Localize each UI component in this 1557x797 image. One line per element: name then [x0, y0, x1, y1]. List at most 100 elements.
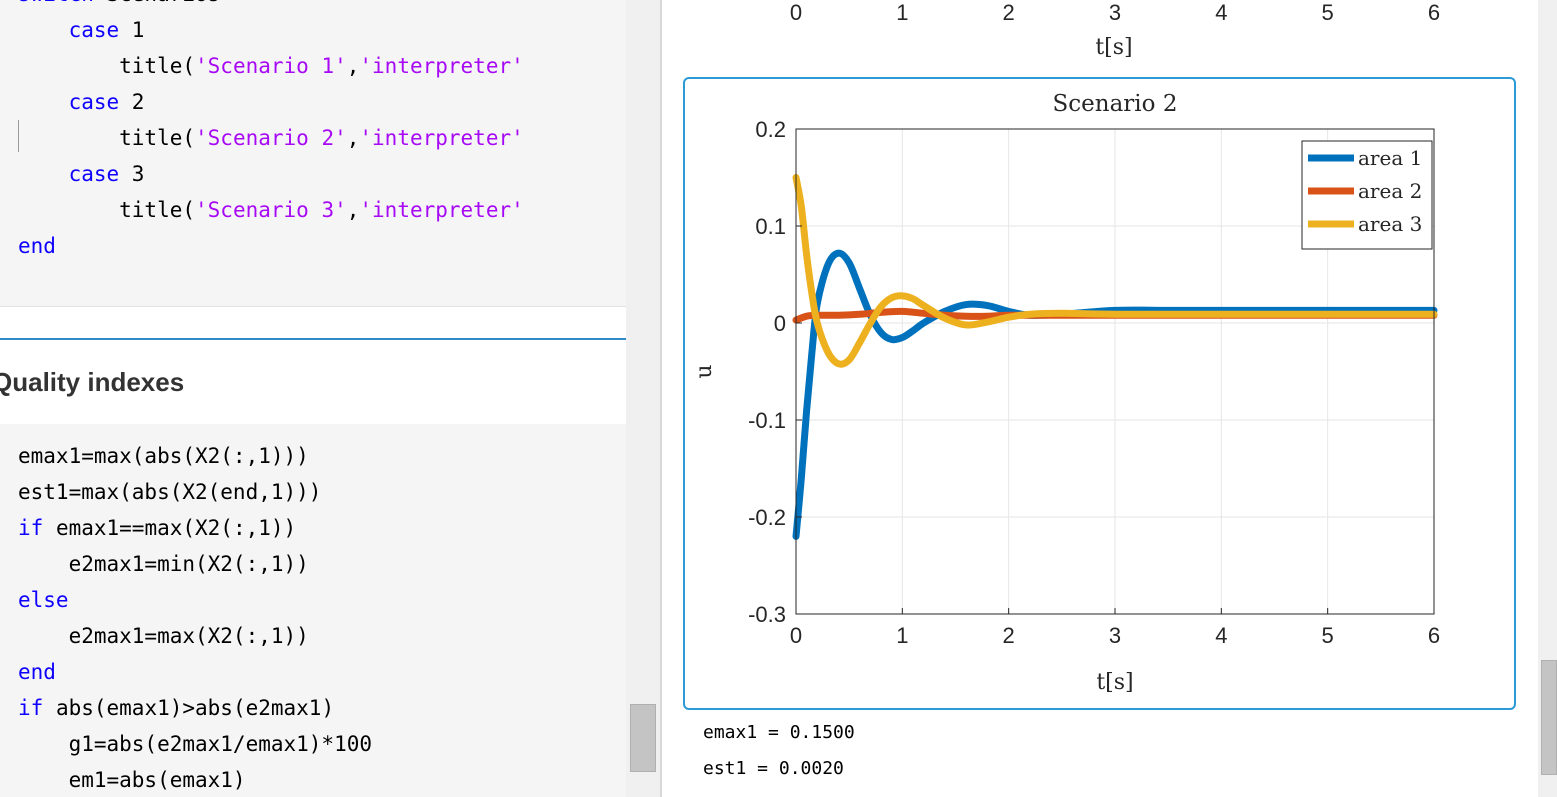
y-tick-label: -0.3 — [748, 602, 786, 627]
legend-label: area 1 — [1358, 146, 1422, 170]
code-line[interactable]: if emax1==max(X2(:,1)) — [18, 510, 296, 546]
x-tick-label: 2 — [1003, 623, 1015, 648]
previous-x-tick-label: 1 — [896, 0, 908, 25]
code-line[interactable]: em1=abs(emax1) — [18, 762, 246, 797]
x-tick-label: 4 — [1215, 623, 1227, 648]
code-line[interactable]: case 3 — [18, 156, 145, 192]
code-text: , — [346, 126, 360, 150]
code-string: 'interpreter' — [359, 198, 524, 222]
code-text: e2max1=min(X2(:,1)) — [18, 552, 309, 576]
code-block-bottom[interactable]: emax1=max(abs(X2(:,1))) est1=max(abs(X2(e… — [0, 424, 626, 797]
code-line[interactable]: case 1 — [18, 12, 145, 48]
code-keyword: case — [68, 90, 120, 114]
code-line[interactable]: case 2 — [18, 84, 145, 120]
code-line[interactable]: est1=max(abs(X2(end,1))) — [18, 474, 321, 510]
x-tick-label: 6 — [1428, 623, 1440, 648]
chart-title: Scenario 2 — [1053, 91, 1178, 117]
code-text — [18, 162, 69, 186]
code-text — [18, 90, 69, 114]
y-tick-label: -0.1 — [748, 408, 786, 433]
code-line[interactable]: title('Scenario 2','interpreter' — [18, 120, 524, 156]
code-text: emax1=max(abs(X2(:,1))) — [18, 444, 309, 468]
code-text: , — [346, 54, 360, 78]
x-axis-label: t[s] — [1096, 670, 1133, 695]
code-line[interactable]: end — [18, 228, 56, 264]
output-pane-scrollbar[interactable] — [1538, 0, 1557, 797]
code-text: est1=max(abs(X2(end,1))) — [18, 480, 322, 504]
code-keyword: else — [18, 588, 69, 612]
previous-x-tick-label: 3 — [1109, 0, 1121, 25]
output-emax1: emax1 = 0.1500 — [703, 722, 855, 743]
code-text: title( — [18, 126, 196, 150]
code-text: em1=abs(emax1) — [18, 768, 246, 792]
code-line[interactable]: g1=abs(e2max1/emax1)*100 — [18, 726, 372, 762]
output-est1: est1 = 0.0020 — [703, 758, 844, 779]
pane-divider[interactable] — [660, 0, 662, 797]
code-keyword: case — [68, 18, 120, 42]
code-line[interactable]: else — [18, 582, 69, 618]
legend-label: area 3 — [1358, 212, 1422, 236]
section-divider-rule — [0, 338, 626, 340]
previous-x-tick-label: 5 — [1322, 0, 1334, 25]
code-text: title( — [18, 198, 196, 222]
code-line[interactable]: e2max1=max(X2(:,1)) — [18, 618, 309, 654]
section-header: Quality indexes — [0, 306, 626, 426]
y-tick-label: -0.2 — [748, 505, 786, 530]
code-line[interactable]: switch Scenarios — [18, 0, 220, 12]
y-tick-label: 0.1 — [755, 214, 786, 239]
x-tick-label: 1 — [896, 623, 908, 648]
code-text: e2max1=max(X2(:,1)) — [18, 624, 309, 648]
series-line-area-1[interactable] — [792, 249, 1438, 540]
y-axis-label: u — [692, 364, 717, 378]
previous-figure-xlabel: t[s] — [1095, 35, 1132, 60]
code-text: 2 — [119, 90, 145, 114]
x-tick-label: 3 — [1109, 623, 1121, 648]
code-string: 'interpreter' — [359, 54, 524, 78]
code-keyword: end — [18, 660, 56, 684]
code-text: emax1==max(X2(:,1)) — [43, 516, 297, 540]
code-editor-pane[interactable]: switch Scenarios case 1 title('Scenario … — [0, 0, 626, 797]
code-text: Scenarios — [94, 0, 221, 6]
code-text: 3 — [119, 162, 145, 186]
chart-legend[interactable]: area 1 area 2 area 3 — [1301, 140, 1433, 250]
text-cursor — [18, 120, 19, 152]
code-text — [18, 18, 69, 42]
y-tick-label: 0.2 — [755, 117, 786, 142]
code-block-top[interactable]: switch Scenarios case 1 title('Scenario … — [0, 0, 626, 306]
code-string: 'Scenario 1' — [195, 54, 347, 78]
code-text: title( — [18, 54, 196, 78]
code-pane-scrollbar[interactable] — [626, 0, 660, 797]
chart-scenario-2[interactable]: 0.2 0.1 0 -0.1 -0.2 -0.3 0 1 2 3 4 5 6 Scenario 2 t… — [683, 77, 1516, 710]
code-line[interactable]: end — [18, 654, 56, 690]
code-text: 1 — [119, 18, 145, 42]
code-line[interactable]: title('Scenario 3','interpreter' — [18, 192, 524, 228]
legend-label: area 2 — [1358, 179, 1422, 203]
previous-x-tick-label: 2 — [1003, 0, 1015, 25]
code-keyword: if — [18, 696, 44, 720]
code-line[interactable]: title('Scenario 1','interpreter' — [18, 48, 524, 84]
x-tick-label: 5 — [1322, 623, 1334, 648]
code-line[interactable]: emax1=max(abs(X2(:,1))) — [18, 438, 309, 474]
code-text: , — [346, 198, 360, 222]
code-string: 'Scenario 3' — [195, 198, 347, 222]
code-line[interactable]: e2max1=min(X2(:,1)) — [18, 546, 309, 582]
code-string: 'Scenario 2' — [195, 126, 347, 150]
output-pane-scrollbar-thumb[interactable] — [1541, 660, 1557, 775]
previous-figure-axis: 0 1 2 3 4 5 6 t[s] — [790, 0, 1440, 60]
code-keyword: switch — [18, 0, 94, 6]
previous-x-tick-label: 0 — [790, 0, 802, 25]
previous-x-tick-label: 6 — [1428, 0, 1440, 25]
code-keyword: if — [18, 516, 44, 540]
code-text: g1=abs(e2max1/emax1)*100 — [18, 732, 373, 756]
x-tick-label: 0 — [790, 623, 802, 648]
y-tick-label: 0 — [774, 311, 786, 336]
series-line-area-3[interactable] — [792, 174, 1438, 368]
section-title[interactable]: Quality indexes — [0, 367, 185, 397]
code-text: abs(emax1)>abs(e2max1) — [43, 696, 335, 720]
code-line[interactable]: if abs(emax1)>abs(e2max1) — [18, 690, 334, 726]
code-keyword: case — [68, 162, 120, 186]
code-keyword: end — [18, 234, 56, 258]
code-string: 'interpreter' — [359, 126, 524, 150]
code-pane-scrollbar-thumb[interactable] — [630, 704, 656, 772]
previous-x-tick-label: 4 — [1215, 0, 1227, 25]
